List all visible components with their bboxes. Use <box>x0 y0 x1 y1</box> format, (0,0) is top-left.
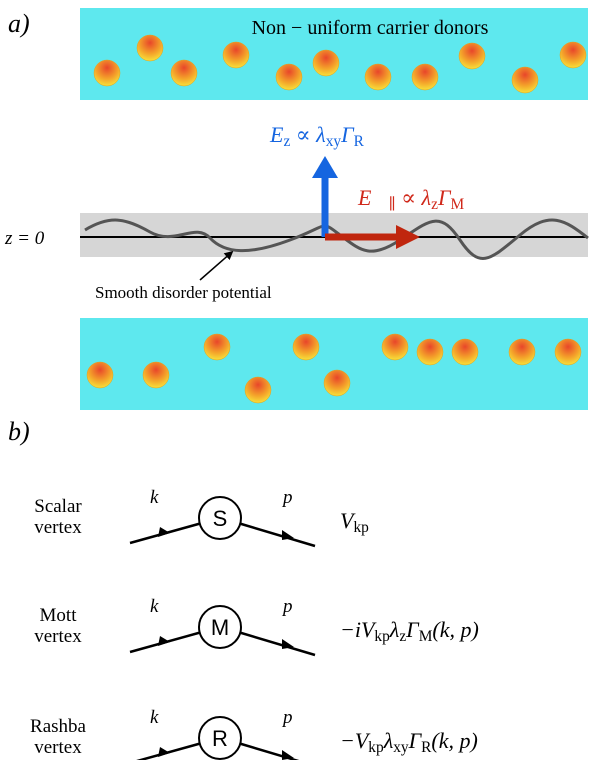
ez-label: Ez ∝ λxyΓR <box>269 122 365 150</box>
name-line: Rashba <box>30 716 87 737</box>
symbol: E⃗ <box>357 185 389 210</box>
panel-label: b) <box>8 417 30 446</box>
donor <box>324 370 350 396</box>
donor <box>365 64 391 90</box>
out-line <box>238 743 315 760</box>
figure: a) Non − uniform carrier donors Ez ∝ λxy… <box>0 0 597 760</box>
subscript: R <box>354 133 365 150</box>
donor <box>276 64 302 90</box>
p-label: p <box>281 487 293 508</box>
name-line: Mott <box>40 605 78 626</box>
p-label: p <box>281 707 293 728</box>
donor <box>94 60 120 86</box>
donor <box>417 339 443 365</box>
symbol: (k, p) <box>432 617 478 642</box>
name-line: Scalar <box>34 496 82 517</box>
donor <box>143 362 169 388</box>
in-arrow <box>158 636 170 646</box>
donor <box>412 64 438 90</box>
donor <box>509 339 535 365</box>
vertex-symbol: M <box>211 615 229 640</box>
name-line: vertex <box>34 737 82 758</box>
symbol: ∝ λ <box>290 122 325 147</box>
symbol: λ <box>383 728 394 753</box>
name-line: vertex <box>34 626 82 647</box>
symbol: λ <box>389 617 400 642</box>
donor <box>171 60 197 86</box>
donor <box>245 377 271 403</box>
in-arrow <box>158 747 170 757</box>
subscript: kp <box>368 739 384 756</box>
vertex-symbol: S <box>213 506 228 531</box>
donor <box>137 35 163 61</box>
k-label: k <box>150 707 159 728</box>
donor <box>204 334 230 360</box>
subscript: M <box>419 628 433 645</box>
symbol: −iV <box>340 617 377 642</box>
donor <box>223 42 249 68</box>
subscript: kp <box>353 519 369 536</box>
subscript: M <box>450 196 464 213</box>
donor <box>560 42 586 68</box>
donor <box>293 334 319 360</box>
k-label: k <box>150 596 159 617</box>
disorder-label: Smooth disorder potential <box>95 283 272 302</box>
subscript: kp <box>374 628 390 645</box>
donor <box>512 67 538 93</box>
z-label: z = 0 <box>4 228 45 249</box>
epar-label: E⃗∥ ∝ λzΓM <box>357 185 464 213</box>
in-arrow <box>158 527 170 537</box>
subscript: ∥ <box>389 196 396 213</box>
symbol: ∝ λ <box>396 185 431 210</box>
vertex-symbol: R <box>212 726 228 751</box>
out-line <box>238 523 315 546</box>
donors-label: Non − uniform carrier donors <box>252 17 489 39</box>
p-label: p <box>281 596 293 617</box>
donor <box>382 334 408 360</box>
donor <box>459 43 485 69</box>
panel-label: a) <box>8 9 30 38</box>
k-label: k <box>150 487 159 508</box>
symbol: −V <box>340 728 371 753</box>
vertex-formula: −VkpλxyΓR(k, p) <box>340 728 478 756</box>
subscript: xy <box>393 739 409 756</box>
name-line: vertex <box>34 517 82 538</box>
donor <box>452 339 478 365</box>
donor <box>87 362 113 388</box>
vertex-formula: −iVkpλzΓM(k, p) <box>340 617 479 645</box>
symbol: E <box>269 122 284 147</box>
donor <box>555 339 581 365</box>
out-line <box>238 632 315 655</box>
symbol: (k, p) <box>431 728 477 753</box>
vertex-formula: Vkp <box>340 508 369 536</box>
donor <box>313 50 339 76</box>
ez-arrowhead <box>312 156 338 178</box>
subscript: xy <box>326 133 342 150</box>
